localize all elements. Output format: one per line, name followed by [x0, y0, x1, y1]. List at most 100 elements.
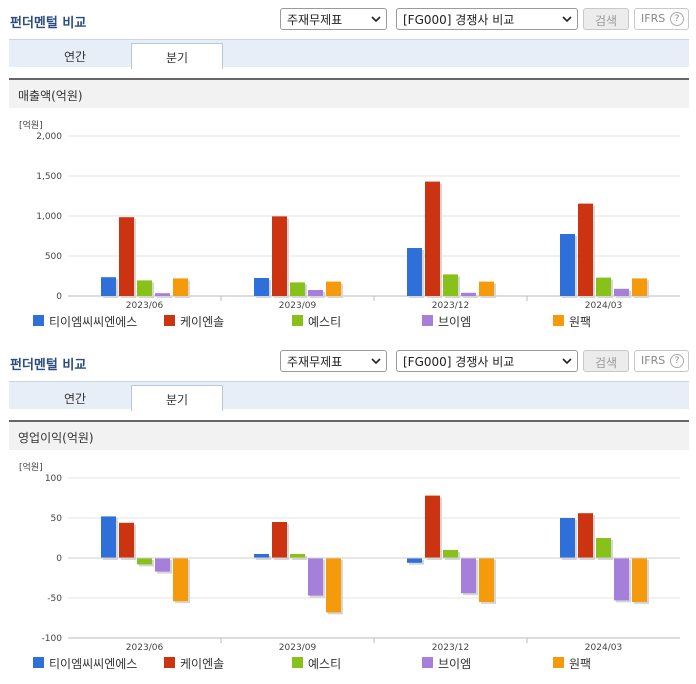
x-tick-label: 2023/09 [279, 301, 317, 311]
chart-legend: 티이엠씨씨엔에스 케이엔솔 예스티 브이엠 원팩 [0, 313, 696, 329]
ifrs-label: IFRS [641, 354, 666, 367]
legend-swatch [164, 657, 175, 668]
bar [614, 558, 629, 601]
bar-shadow [463, 294, 478, 298]
panel-header: 펀더멘털 비교 주재무제표 [FG000] 경쟁사 비교 검색 IFRS ? [0, 342, 696, 378]
ifrs-button[interactable]: IFRS ? [634, 8, 689, 30]
x-tick-label: 2023/06 [126, 643, 164, 653]
bar [101, 516, 116, 558]
legend-item[interactable]: 티이엠씨씨엔에스 [33, 655, 137, 671]
operating-profit-chart: -100 -50 0 50 100 2023/06 2023/09 2023/12 2024/0… [42, 474, 680, 653]
competitor-select[interactable]: [FG000] 경쟁사 비교 [396, 8, 578, 30]
legend-label: 티이엠씨씨엔에스 [49, 657, 138, 671]
bar [632, 558, 647, 602]
bar [254, 278, 269, 296]
bar [596, 277, 611, 296]
bar [443, 274, 458, 296]
bar [272, 216, 287, 296]
bar [578, 203, 593, 296]
bar [407, 558, 422, 563]
x-tick-label: 2023/06 [126, 301, 164, 311]
chart-title: 매출액(억원) [9, 78, 689, 108]
x-tick-label: 2023/09 [279, 643, 317, 653]
chevron-down-icon [371, 16, 381, 23]
chevron-down-icon [562, 358, 572, 365]
bar [632, 278, 647, 296]
bar [119, 217, 134, 296]
bar [425, 495, 440, 558]
legend-label: 브이엠 [438, 657, 472, 671]
legend-label: 원팩 [569, 657, 592, 671]
legend-item[interactable]: 티이엠씨씨엔에스 [33, 313, 137, 329]
bar [254, 554, 269, 558]
legend-swatch [292, 657, 303, 668]
bar [578, 513, 593, 558]
period-tabs: 연간 분기 [9, 39, 689, 69]
legend-item[interactable]: 원팩 [553, 655, 591, 671]
tab-quarterly[interactable]: 분기 [131, 43, 223, 69]
bar [119, 522, 134, 558]
bar [308, 558, 323, 596]
bar [326, 558, 341, 613]
chevron-down-icon [371, 358, 381, 365]
legend-label: 예스티 [308, 315, 342, 329]
x-tick-label: 2023/12 [432, 301, 469, 311]
legend-item[interactable]: 케이엔솔 [164, 313, 224, 329]
legend-swatch [553, 657, 564, 668]
bar [173, 558, 188, 602]
bar [290, 554, 305, 558]
legend-item[interactable]: 브이엠 [422, 313, 471, 329]
legend-swatch [292, 315, 303, 326]
legend-item[interactable]: 원팩 [553, 313, 591, 329]
bar [137, 558, 152, 565]
competitor-select-value: [FG000] 경쟁사 비교 [403, 355, 515, 369]
statement-select-value: 주재무제표 [287, 13, 343, 27]
ifrs-label: IFRS [641, 12, 666, 25]
help-icon: ? [670, 12, 684, 26]
legend-item[interactable]: 예스티 [292, 313, 341, 329]
bar [155, 293, 170, 296]
bar [461, 558, 476, 594]
bar [461, 292, 476, 296]
competitor-select[interactable]: [FG000] 경쟁사 비교 [396, 350, 578, 372]
tab-quarterly[interactable]: 분기 [131, 385, 223, 411]
tab-annual[interactable]: 연간 [63, 50, 87, 64]
search-button[interactable]: 검색 [583, 8, 629, 30]
help-icon: ? [670, 354, 684, 368]
statement-select-value: 주재무제표 [287, 355, 343, 369]
bar [326, 281, 341, 296]
y-unit-label: [억원] [19, 463, 43, 473]
ifrs-button[interactable]: IFRS ? [634, 350, 689, 372]
panel-header: 펀더멘털 비교 주재무제표 [FG000] 경쟁사 비교 검색 IFRS ? [0, 0, 696, 36]
chart-title: 영업이익(억원) [9, 420, 689, 450]
bar [479, 281, 494, 296]
legend-swatch [33, 315, 44, 326]
legend-label: 케이엔솔 [180, 657, 225, 671]
bar-shadow [157, 295, 172, 298]
bar [560, 234, 575, 296]
tab-annual[interactable]: 연간 [63, 392, 87, 406]
legend-swatch [33, 657, 44, 668]
legend-item[interactable]: 브이엠 [422, 655, 471, 671]
panel-title: 펀더멘털 비교 [10, 358, 87, 373]
legend-label: 예스티 [308, 657, 342, 671]
bar [560, 518, 575, 558]
y-tick-label: -100 [42, 634, 63, 644]
legend-item[interactable]: 예스티 [292, 655, 341, 671]
y-unit-label: [억원] [19, 121, 43, 131]
legend-label: 티이엠씨씨엔에스 [49, 315, 138, 329]
bar [596, 538, 611, 558]
y-tick-label: 0 [56, 292, 62, 302]
statement-select[interactable]: 주재무제표 [280, 8, 387, 30]
statement-select[interactable]: 주재무제표 [280, 350, 387, 372]
bar [155, 558, 170, 572]
chevron-down-icon [562, 16, 572, 23]
search-button[interactable]: 검색 [583, 350, 629, 372]
bar [272, 522, 287, 558]
bar [290, 282, 305, 296]
bar [479, 558, 494, 602]
legend-label: 원팩 [569, 315, 592, 329]
y-tick-label: 500 [45, 252, 62, 262]
legend-item[interactable]: 케이엔솔 [164, 655, 224, 671]
bar [407, 248, 422, 296]
